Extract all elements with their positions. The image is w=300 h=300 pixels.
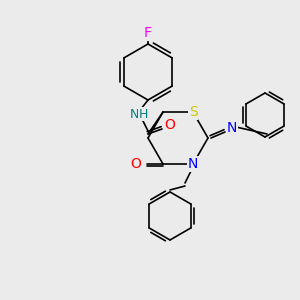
Text: S: S [189, 105, 197, 119]
Text: H: H [138, 107, 148, 121]
Text: F: F [144, 26, 152, 40]
Text: O: O [130, 157, 141, 171]
Text: N: N [188, 157, 198, 171]
Text: N: N [129, 107, 139, 121]
Text: O: O [165, 118, 176, 132]
Text: N: N [227, 121, 237, 135]
